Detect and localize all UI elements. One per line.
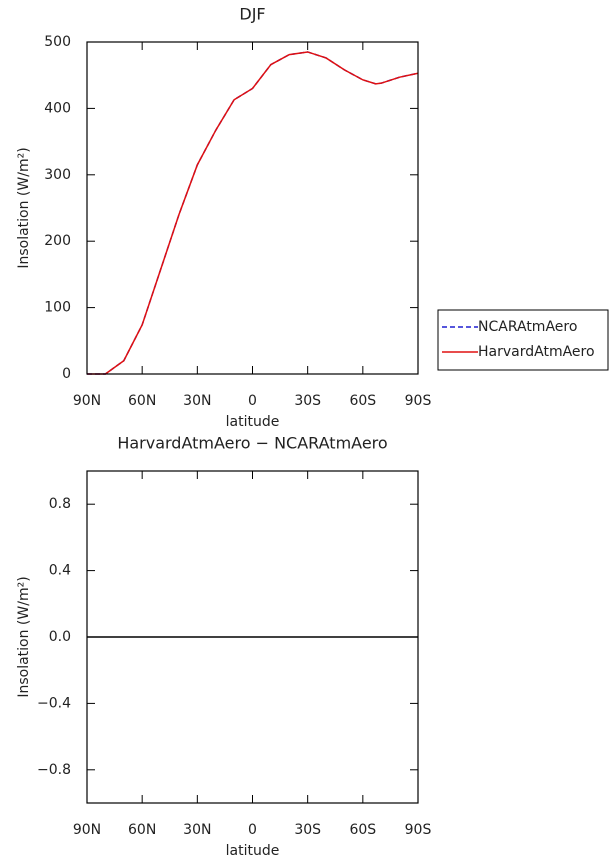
chart-title: DJF bbox=[239, 5, 265, 24]
x-tick-label: 30N bbox=[183, 822, 211, 838]
x-tick-label: 0 bbox=[248, 822, 257, 838]
y-tick-label: 300 bbox=[44, 167, 71, 183]
x-tick-label: 90S bbox=[405, 822, 432, 838]
y-tick-label: 0.8 bbox=[49, 496, 71, 512]
legend-box bbox=[437, 309, 609, 371]
y-tick-label: 100 bbox=[44, 300, 71, 316]
y-tick-label: 0.4 bbox=[49, 563, 71, 579]
x-tick-label: 0 bbox=[248, 393, 257, 409]
y-tick-label: 500 bbox=[44, 34, 71, 50]
series-line bbox=[87, 51, 419, 375]
y-tick-label: 0 bbox=[62, 366, 71, 382]
x-tick-label: 60N bbox=[128, 822, 156, 838]
x-tick-label: 60S bbox=[349, 393, 376, 409]
y-tick-label: 400 bbox=[44, 100, 71, 116]
y-tick-label: 0.0 bbox=[49, 629, 71, 645]
chart-title: HarvardAtmAero − NCARAtmAero bbox=[117, 434, 387, 453]
plot-frame bbox=[86, 470, 419, 804]
y-tick-label: 200 bbox=[44, 233, 71, 249]
x-axis-label: latitude bbox=[226, 843, 280, 859]
x-tick-label: 30S bbox=[294, 393, 321, 409]
y-axis-label: Insolation (W/m²) bbox=[16, 576, 32, 697]
series-line bbox=[87, 51, 419, 375]
plot-frame bbox=[86, 41, 419, 375]
x-tick-label: 60N bbox=[128, 393, 156, 409]
y-tick-label: −0.8 bbox=[37, 762, 71, 778]
legend-label: HarvardAtmAero bbox=[478, 344, 595, 360]
x-tick-label: 90N bbox=[73, 822, 101, 838]
x-tick-label: 30S bbox=[294, 822, 321, 838]
x-tick-label: 90S bbox=[405, 393, 432, 409]
x-tick-label: 30N bbox=[183, 393, 211, 409]
x-tick-label: 90N bbox=[73, 393, 101, 409]
y-axis-label: Insolation (W/m²) bbox=[16, 147, 32, 268]
legend-label: NCARAtmAero bbox=[478, 319, 577, 335]
y-tick-label: −0.4 bbox=[37, 695, 71, 711]
x-axis-label: latitude bbox=[226, 414, 280, 430]
x-tick-label: 60S bbox=[349, 822, 376, 838]
